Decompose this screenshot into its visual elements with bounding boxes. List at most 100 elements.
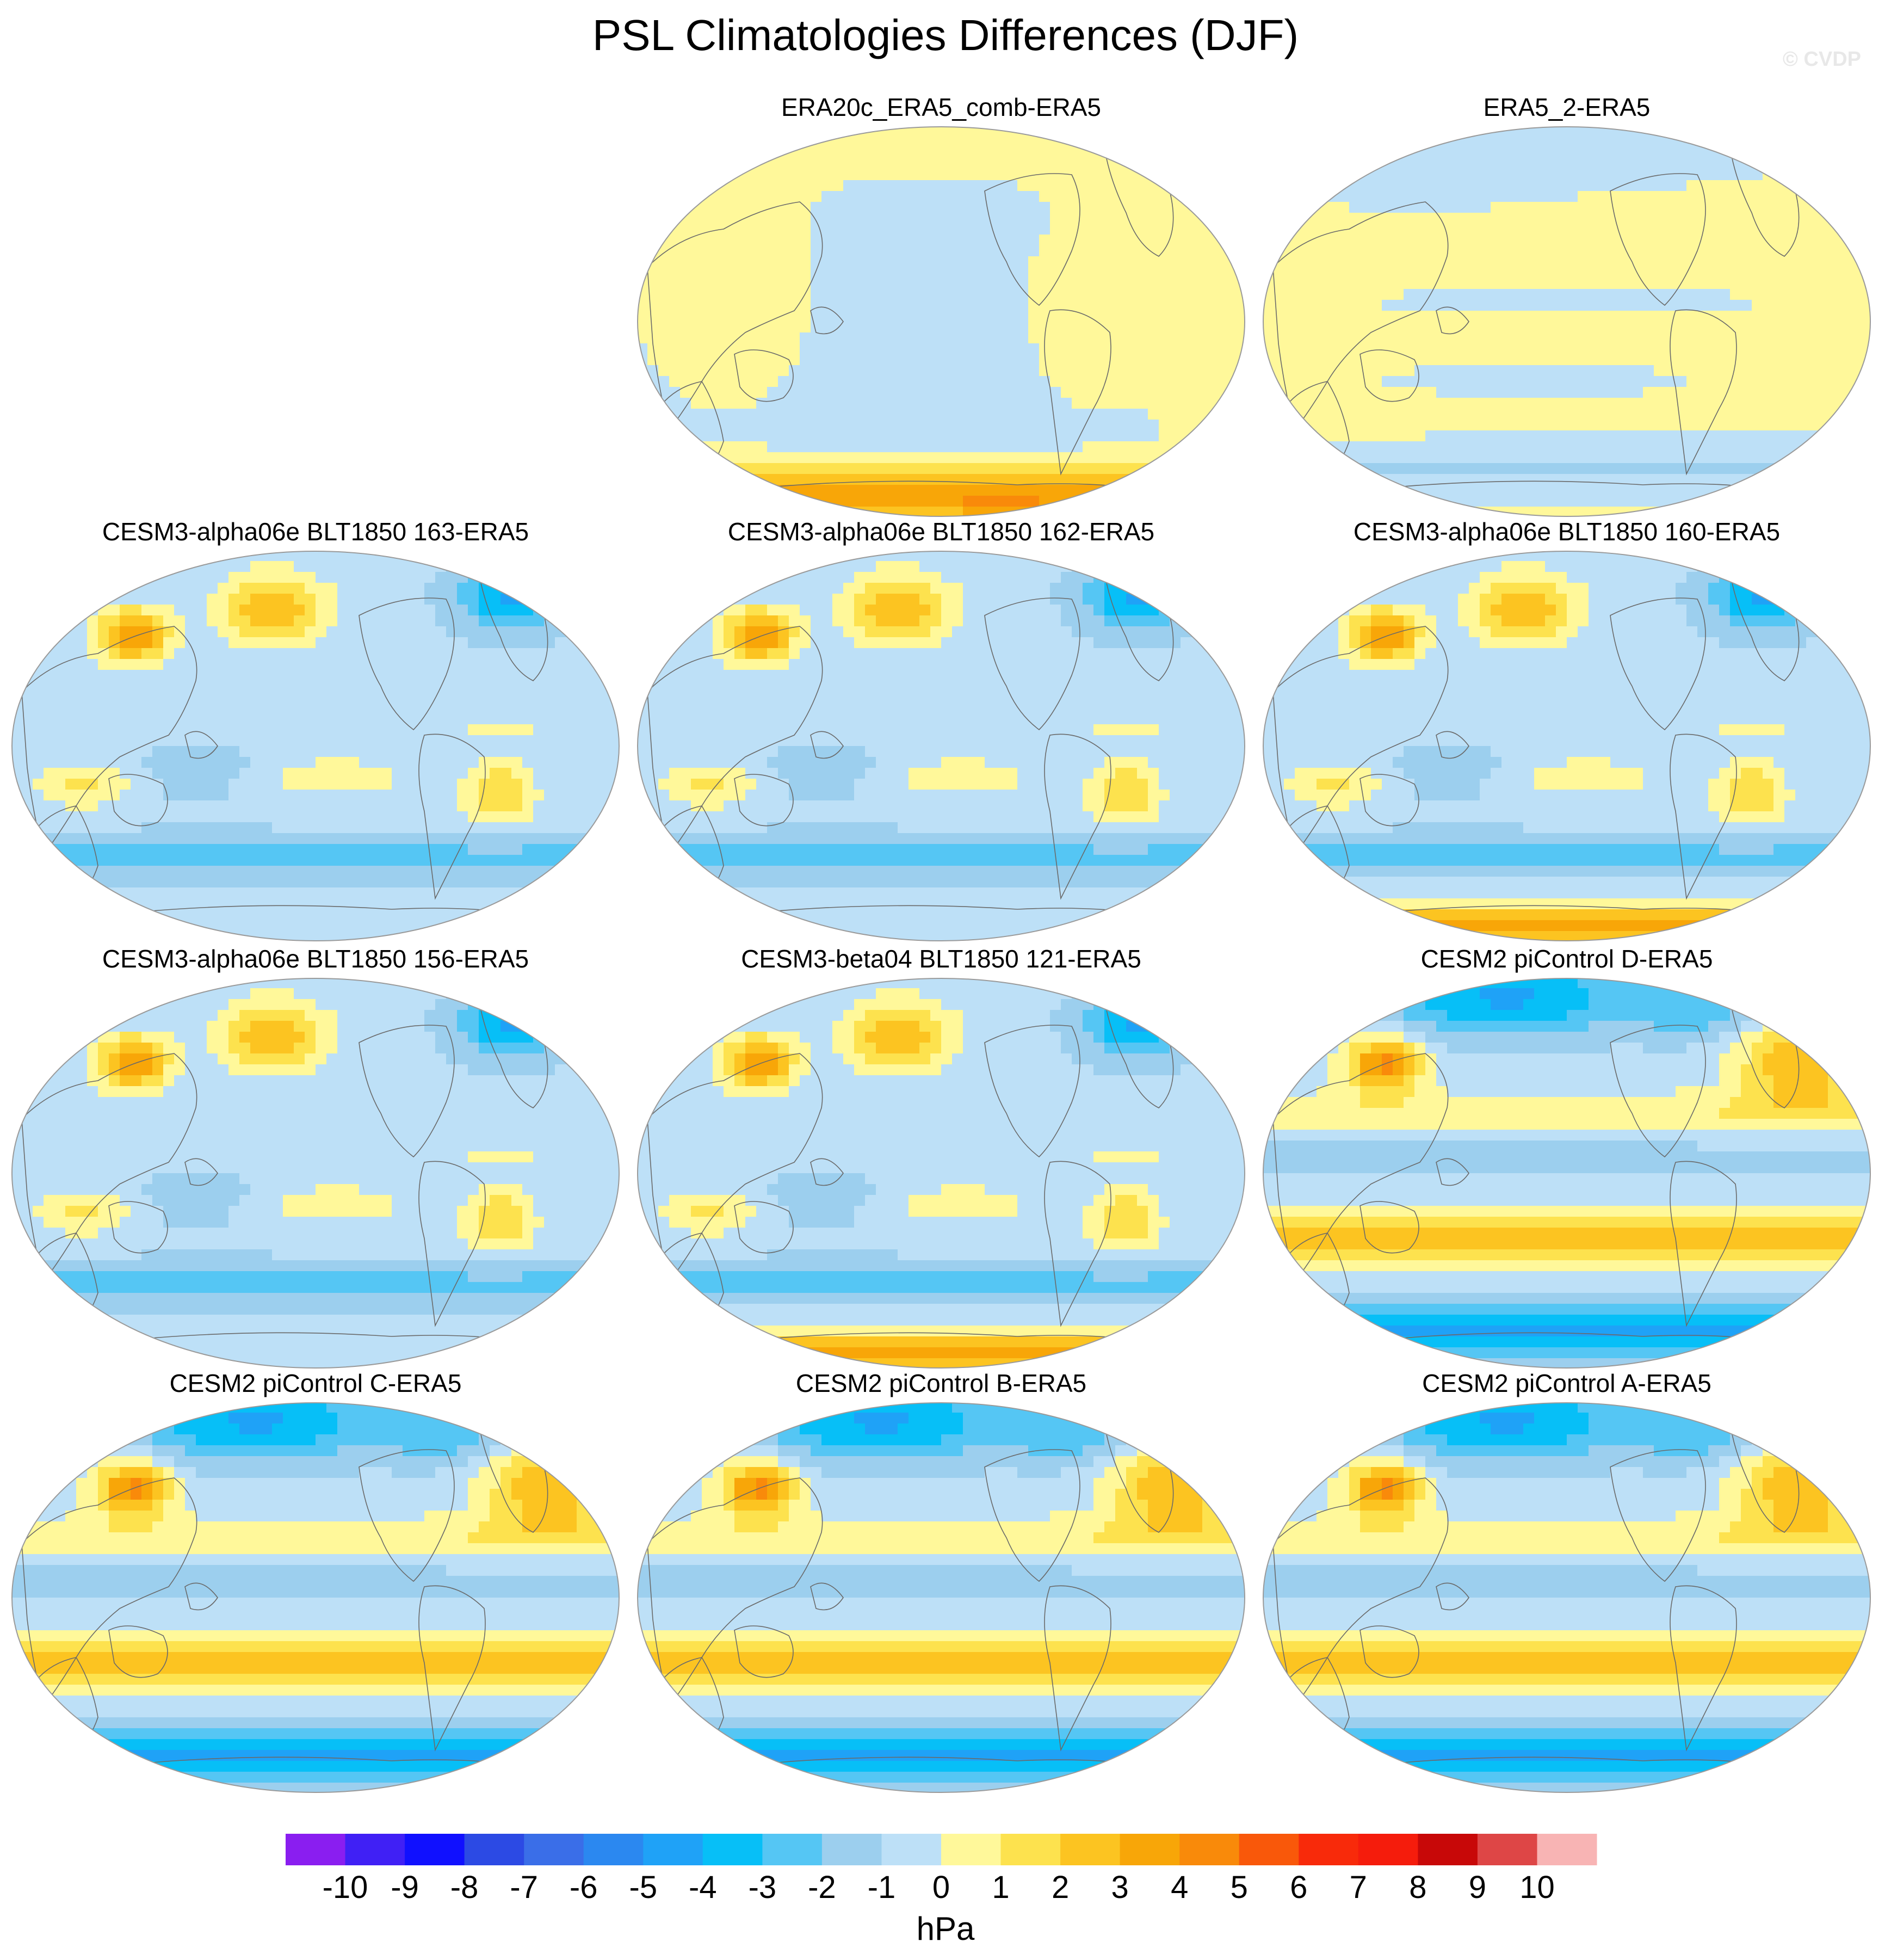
colorbar-tick-label: 10 xyxy=(1519,1870,1555,1905)
map-border xyxy=(637,551,1245,941)
coastline-path xyxy=(359,1025,455,1158)
colorbar-tick-label: -8 xyxy=(450,1870,479,1905)
coastline-path xyxy=(984,1025,1080,1158)
map-plot xyxy=(637,126,1245,517)
map-panel: ERA5_2-ERA5 xyxy=(1257,90,1877,520)
colorbar-tick-label: 3 xyxy=(1111,1870,1128,1905)
map-border xyxy=(637,126,1245,517)
map-panel: CESM3-alpha06e BLT1850 162-ERA5 xyxy=(631,514,1251,944)
colorbar-tick-label: -9 xyxy=(391,1870,419,1905)
map-border xyxy=(1263,551,1871,941)
map-panel: ERA20c_ERA5_comb-ERA5 xyxy=(631,90,1251,520)
coastline-path xyxy=(108,1625,168,1678)
map-plot xyxy=(1263,1402,1871,1793)
cvdp-watermark: © CVDP xyxy=(1783,48,1861,71)
coastline-path xyxy=(184,731,218,759)
colorbar-swatch xyxy=(702,1834,763,1865)
coastline-path xyxy=(1436,1158,1469,1186)
panel-title: CESM2 piControl C-ERA5 xyxy=(5,1366,626,1401)
coastline-path xyxy=(1670,734,1737,900)
colorbar-tick-label: -5 xyxy=(629,1870,658,1905)
panel-title: CESM3-alpha06e BLT1850 160-ERA5 xyxy=(1257,514,1877,549)
colorbar-tick-label: 1 xyxy=(992,1870,1009,1905)
colorbar-swatch xyxy=(1239,1834,1299,1865)
coastline-path xyxy=(810,1582,844,1611)
panel-title: CESM2 piControl B-ERA5 xyxy=(631,1366,1251,1401)
colorbar-swatch xyxy=(821,1834,882,1865)
psl-contour-field xyxy=(638,1403,1245,1792)
coastline-path xyxy=(418,1585,486,1752)
colorbar-tick-label: 4 xyxy=(1171,1870,1188,1905)
colorbar-units-label: hPa xyxy=(0,1907,1891,1951)
psl-contour-field xyxy=(1263,551,1870,941)
map-panel: CESM3-alpha06e BLT1850 163-ERA5 xyxy=(5,514,626,944)
psl-contour-field xyxy=(1263,978,1870,1368)
coastline-path xyxy=(1436,306,1469,335)
psl-contour-field xyxy=(12,551,619,941)
colorbar-tick-label: -4 xyxy=(689,1870,717,1905)
colorbar-swatch xyxy=(1477,1834,1537,1865)
coastline-path xyxy=(1670,1585,1737,1752)
map-border xyxy=(1263,1402,1871,1793)
coastline-path xyxy=(984,173,1080,306)
map-panel: CESM2 piControl C-ERA5 xyxy=(5,1366,626,1796)
colorbar-tick-label: -2 xyxy=(808,1870,836,1905)
coastline-path xyxy=(1044,734,1111,900)
map-plot xyxy=(637,978,1245,1369)
colorbar-tick-label: -7 xyxy=(510,1870,538,1905)
panel-title: CESM2 piControl A-ERA5 xyxy=(1257,1366,1877,1401)
psl-contour-field xyxy=(1263,1403,1870,1792)
map-border xyxy=(1263,126,1871,517)
coastline-path xyxy=(734,349,794,402)
map-panel: CESM3-alpha06e BLT1850 156-ERA5 xyxy=(5,941,626,1371)
coastline-path xyxy=(1359,349,1419,402)
coastline-path xyxy=(1670,309,1737,476)
colorbar-swatch xyxy=(1418,1834,1478,1865)
coastline-path xyxy=(1044,1585,1111,1752)
colorbar-tick-label: 7 xyxy=(1350,1870,1367,1905)
colorbar-swatch xyxy=(643,1834,703,1865)
coastline-path xyxy=(359,1449,455,1582)
map-plot xyxy=(11,551,620,941)
map-border xyxy=(11,1402,620,1793)
colorbar-tick-label: -6 xyxy=(570,1870,598,1905)
coastline-path xyxy=(1610,173,1706,306)
colorbar-swatch xyxy=(762,1834,823,1865)
map-border xyxy=(637,1402,1245,1793)
coastline-path xyxy=(418,1161,486,1327)
coastline-path xyxy=(810,731,844,759)
map-plot xyxy=(1263,551,1871,941)
colorbar-swatch xyxy=(941,1834,1001,1865)
panel-title: ERA20c_ERA5_comb-ERA5 xyxy=(631,90,1251,125)
coastline-path xyxy=(1436,1582,1469,1611)
colorbar-swatch xyxy=(1537,1834,1597,1865)
colorbar-swatch xyxy=(345,1834,405,1865)
coastline-path xyxy=(1610,1025,1706,1158)
colorbar-swatch xyxy=(405,1834,465,1865)
panel-title: CESM3-alpha06e BLT1850 163-ERA5 xyxy=(5,514,626,549)
colorbar-swatch xyxy=(1000,1834,1061,1865)
coastline-path xyxy=(984,597,1080,731)
coastline-path xyxy=(1610,597,1706,731)
psl-contour-field xyxy=(12,1403,619,1792)
colorbar-tick-label: -1 xyxy=(868,1870,896,1905)
colorbar-tick-label: 5 xyxy=(1231,1870,1248,1905)
map-border xyxy=(11,978,620,1369)
colorbar-swatch xyxy=(1358,1834,1418,1865)
psl-contour-field xyxy=(12,978,619,1368)
map-panel: CESM2 piControl D-ERA5 xyxy=(1257,941,1877,1371)
map-plot xyxy=(637,551,1245,941)
map-plot xyxy=(637,1402,1245,1793)
coastline-path xyxy=(734,774,794,827)
coastline-path xyxy=(359,597,455,731)
map-plot xyxy=(1263,978,1871,1369)
panel-title: CESM3-beta04 BLT1850 121-ERA5 xyxy=(631,941,1251,976)
map-panel: CESM2 piControl A-ERA5 xyxy=(1257,1366,1877,1796)
psl-contour-field xyxy=(638,127,1245,516)
colorbar-tick-label: 6 xyxy=(1290,1870,1307,1905)
coastline-path xyxy=(108,1201,168,1254)
psl-contour-field xyxy=(638,551,1245,941)
psl-contour-field xyxy=(1263,127,1870,516)
panel-title: CESM3-alpha06e BLT1850 162-ERA5 xyxy=(631,514,1251,549)
colorbar-tick-label: 9 xyxy=(1469,1870,1486,1905)
